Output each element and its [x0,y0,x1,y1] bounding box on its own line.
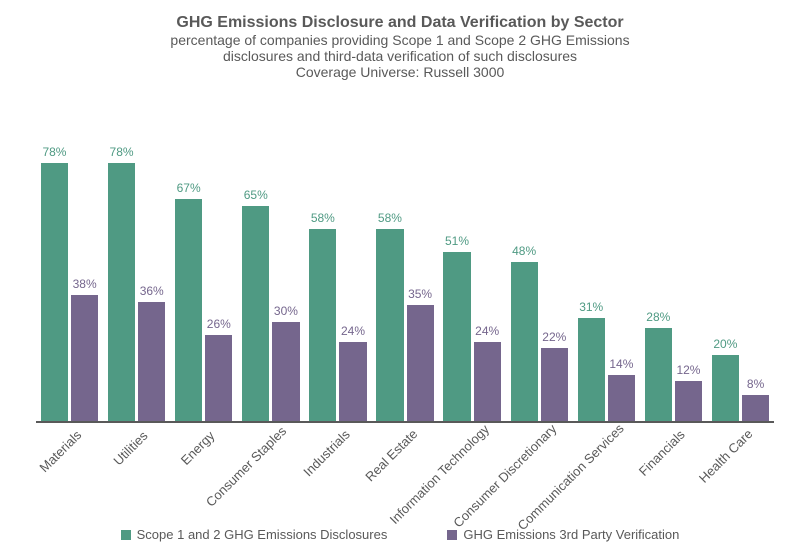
x-label-slot: Consumer Staples [237,423,304,523]
legend-label: GHG Emissions 3rd Party Verification [463,527,679,542]
bar-value-label: 58% [311,211,335,225]
bar-value-label: 8% [747,377,764,391]
bar: 30% [272,322,299,421]
bar: 24% [339,342,366,421]
bar: 14% [608,375,635,421]
x-axis-category-label: Industrials [300,427,353,480]
bar: 24% [474,342,501,421]
bar-group: 51%24% [439,90,506,421]
bar-value-label: 35% [408,287,432,301]
ghg-emissions-chart: GHG Emissions Disclosure and Data Verifi… [0,0,800,554]
chart-title: GHG Emissions Disclosure and Data Verifi… [18,14,782,32]
legend-swatch [121,530,131,540]
bar-value-label: 22% [542,330,566,344]
bar: 35% [407,305,434,421]
bar: 58% [309,229,336,421]
legend-item: GHG Emissions 3rd Party Verification [447,527,679,542]
chart-subtitle-line1: percentage of companies providing Scope … [18,32,782,48]
bar-value-label: 51% [445,234,469,248]
bar-value-label: 28% [646,310,670,324]
bar-value-label: 24% [475,324,499,338]
bar: 22% [541,348,568,421]
x-axis-category-label: Utilities [110,428,150,468]
x-axis-category-label: Materials [36,427,84,475]
bar: 26% [205,335,232,421]
bar: 36% [138,302,165,421]
bar-group: 78%38% [36,90,103,421]
legend: Scope 1 and 2 GHG Emissions Disclosures G… [18,523,782,544]
bar: 48% [511,262,538,421]
bar: 78% [108,163,135,421]
x-label-slot: Communication Services [573,423,640,523]
bar: 38% [71,295,98,421]
x-axis-category-label: Real Estate [362,426,420,484]
bar: 8% [742,395,769,421]
bar: 67% [175,199,202,421]
x-axis-category-label: Energy [178,428,218,468]
legend-item: Scope 1 and 2 GHG Emissions Disclosures [121,527,388,542]
bar: 12% [675,381,702,421]
bar-value-label: 14% [609,357,633,371]
bar-value-label: 26% [207,317,231,331]
bar-group: 65%30% [237,90,304,421]
x-label-slot: Utilities [103,423,170,523]
bar: 78% [41,163,68,421]
bar-value-label: 31% [579,300,603,314]
bar-group: 28%12% [640,90,707,421]
chart-subtitle-line2: disclosures and third-data verification … [18,48,782,64]
bar: 58% [376,229,403,421]
bar-group: 31%14% [573,90,640,421]
bar-value-label: 67% [177,181,201,195]
bar-value-label: 24% [341,324,365,338]
plot-inner: 78%38%78%36%67%26%65%30%58%24%58%35%51%2… [36,90,774,423]
bar: 51% [443,252,470,421]
bar-value-label: 30% [274,304,298,318]
bar-value-label: 36% [140,284,164,298]
bar-value-label: 65% [244,188,268,202]
bar-group: 67%26% [170,90,237,421]
x-label-slot: Health Care [707,423,774,523]
bar: 31% [578,318,605,421]
bar-value-label: 38% [73,277,97,291]
bar: 20% [712,355,739,421]
bar-groups: 78%38%78%36%67%26%65%30%58%24%58%35%51%2… [36,90,774,421]
bar: 28% [645,328,672,421]
x-axis-category-label: Financials [636,427,688,479]
x-axis-labels: Materials Utilities Energy Consumer Staples… [36,423,774,523]
x-label-slot: Materials [36,423,103,523]
chart-titles: GHG Emissions Disclosure and Data Verifi… [18,14,782,80]
bar-value-label: 78% [110,145,134,159]
bar-value-label: 12% [676,363,700,377]
bar-value-label: 58% [378,211,402,225]
chart-subtitle-line3: Coverage Universe: Russell 3000 [18,64,782,80]
bar-group: 78%36% [103,90,170,421]
bar-group: 58%24% [304,90,371,421]
bar-value-label: 20% [713,337,737,351]
bar-group: 20%8% [707,90,774,421]
bar-group: 48%22% [506,90,573,421]
bar-value-label: 48% [512,244,536,258]
bar-group: 58%35% [371,90,438,421]
bar-value-label: 78% [42,145,66,159]
legend-swatch [447,530,457,540]
plot-area: 78%38%78%36%67%26%65%30%58%24%58%35%51%2… [18,90,782,423]
bar: 65% [242,206,269,421]
legend-label: Scope 1 and 2 GHG Emissions Disclosures [137,527,388,542]
